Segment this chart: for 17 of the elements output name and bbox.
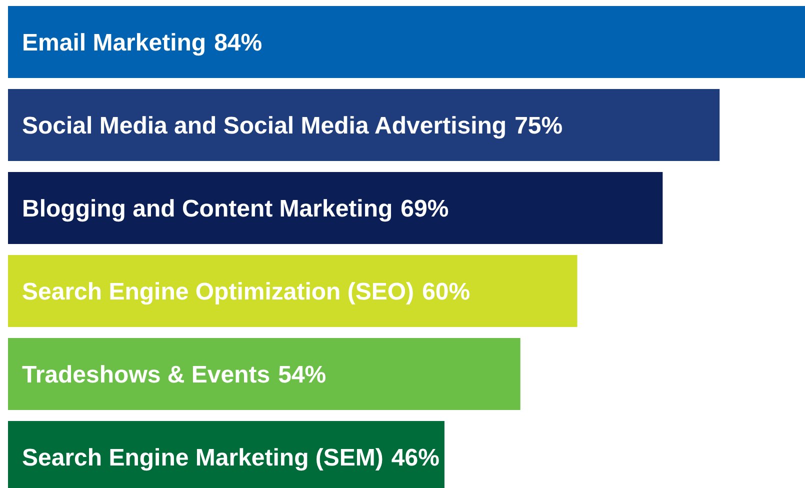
- data-label: 84%: [214, 29, 262, 56]
- y-tick-label: Tradeshows & Events: [22, 361, 270, 388]
- bar: [8, 172, 663, 244]
- bar: [8, 338, 520, 410]
- y-tick-label: Social Media and Social Media Advertising: [22, 112, 507, 140]
- y-tick-label: Search Engine Marketing (SEM): [22, 444, 384, 472]
- data-label: 54%: [278, 361, 326, 388]
- data-label: 75%: [514, 112, 563, 140]
- data-label: 46%: [391, 444, 440, 472]
- bar: [8, 6, 805, 78]
- y-tick-label: Email Marketing: [22, 29, 206, 56]
- data-label: 60%: [422, 278, 470, 306]
- bar: [8, 255, 578, 327]
- y-tick-label: Search Engine Optimization (SEO): [22, 278, 414, 306]
- data-label: 69%: [400, 195, 449, 222]
- bar: [8, 89, 720, 161]
- y-tick-label: Blogging and Content Marketing: [22, 195, 393, 222]
